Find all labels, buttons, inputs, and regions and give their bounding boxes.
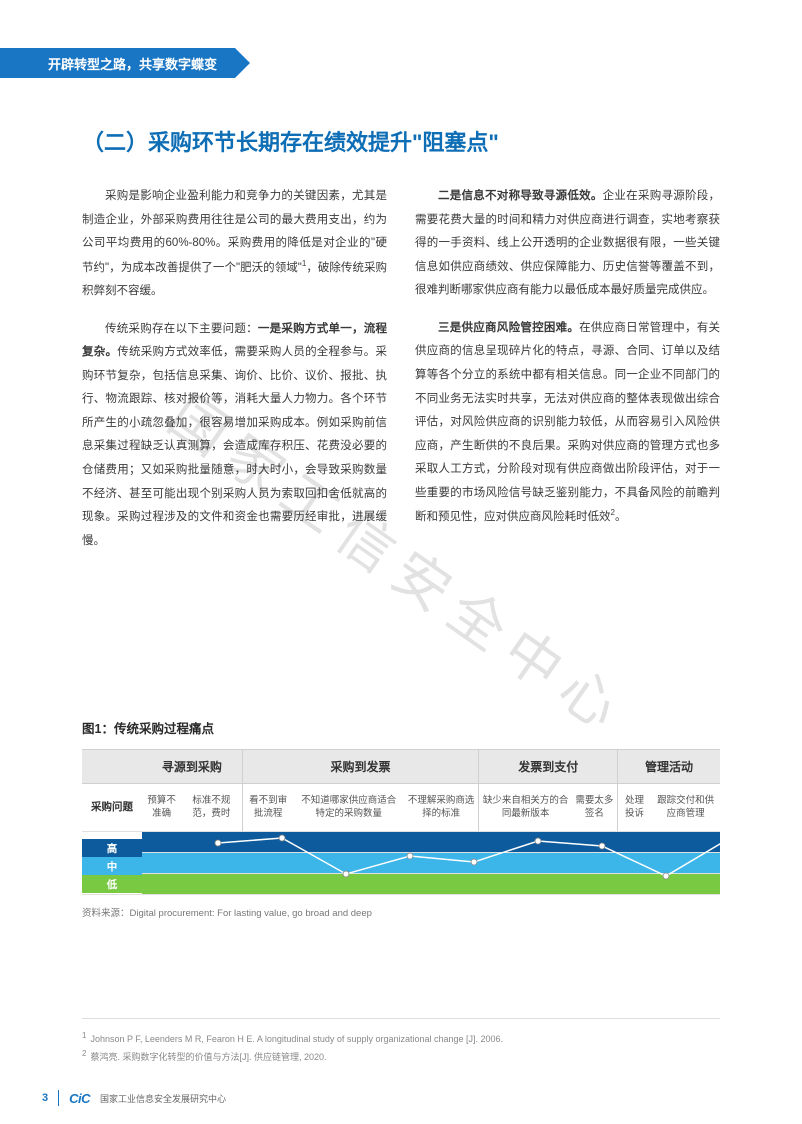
- problem-5: 缺少来自相关方的合同最新版本: [479, 784, 572, 832]
- left-p2: 传统采购存在以下主要问题：一是采购方式单一，流程复杂。传统采购方式效率低，需要采…: [82, 318, 387, 554]
- right-p2-a: 在供应商日常管理中，有关供应商的信息呈现碎片化的特点，寻源、合同、订单以及结算等…: [415, 322, 720, 523]
- level-high: 高: [82, 839, 142, 857]
- footer-divider: [58, 1090, 59, 1106]
- footnote-1: 1 Johnson P F, Leenders M R, Fearon H E. …: [82, 1029, 720, 1047]
- right-p2: 三是供应商风险管控困难。在供应商日常管理中，有关供应商的信息呈现碎片化的特点，寻…: [415, 317, 720, 530]
- problem-0: 预算不准确: [142, 784, 181, 832]
- bar-high: [142, 832, 720, 853]
- problem-2: 看不到审批流程: [242, 784, 294, 832]
- group-4: 管理活动: [617, 750, 720, 784]
- problem-7: 处理投诉: [617, 784, 651, 832]
- fn2-text: 蔡鸿亮. 采购数字化转型的价值与方法[J]. 供应链管理, 2020.: [90, 1052, 326, 1062]
- left-p2-b: 传统采购方式效率低，需要采购人员的全程参与。采购环节复杂，包括信息采集、询价、比…: [82, 346, 387, 547]
- right-p1: 二是信息不对称导致寻源低效。企业在采购寻源阶段，需要花费大量的时间和精力对供应商…: [415, 185, 720, 303]
- bar-low-row: [142, 873, 720, 894]
- density-bars-table: [142, 832, 720, 895]
- page-footer: 3 CiC 国家工业信息安全发展研究中心: [42, 1090, 226, 1106]
- chart-title: 图1：传统采购过程痛点: [82, 718, 720, 737]
- right-column: 二是信息不对称导致寻源低效。企业在采购寻源阶段，需要花费大量的时间和精力对供应商…: [415, 185, 720, 567]
- chart-header-row: 寻源到采购 采购到发票 发票到支付 管理活动: [82, 750, 720, 784]
- header-banner: 开辟转型之路，共享数字蝶变: [0, 48, 235, 78]
- footnote-2: 2 蔡鸿亮. 采购数字化转型的价值与方法[J]. 供应链管理, 2020.: [82, 1047, 720, 1065]
- chart-table: 寻源到采购 采购到发票 发票到支付 管理活动 采购问题 预算不准确 标准不规范，…: [82, 749, 720, 895]
- problem-8: 跟踪交付和供应商管理: [651, 784, 720, 832]
- bar-low: [142, 873, 720, 894]
- density-label-row: 痛点密集度: [82, 831, 720, 895]
- density-cell: [142, 831, 720, 895]
- left-column: 采购是影响企业盈利能力和竞争力的关键因素，尤其是制造企业，外部采购费用往往是公司…: [82, 185, 387, 567]
- right-p2-bold: 三是供应商风险管控困难。: [438, 322, 579, 334]
- problem-label: 采购问题: [82, 784, 142, 832]
- fn1-text: Johnson P F, Leenders M R, Fearon H E. A…: [90, 1034, 503, 1044]
- footer-org: 国家工业信息安全发展研究中心: [100, 1092, 226, 1105]
- footnotes: 1 Johnson P F, Leenders M R, Fearon H E. …: [82, 1018, 720, 1065]
- blank-header: [82, 750, 142, 784]
- right-p1-bold: 二是信息不对称导致寻源低效。: [438, 190, 603, 202]
- left-p2-a: 传统采购存在以下主要问题：: [105, 323, 258, 335]
- left-p1: 采购是影响企业盈利能力和竞争力的关键因素，尤其是制造企业，外部采购费用往往是公司…: [82, 185, 387, 304]
- group-1: 寻源到采购: [142, 750, 242, 784]
- cic-logo: CiC: [69, 1091, 90, 1106]
- group-3: 发票到支付: [479, 750, 617, 784]
- problem-1: 标准不规范，费时: [181, 784, 242, 832]
- level-mid: 中: [82, 857, 142, 875]
- problem-4: 不理解采购商选择的标准: [404, 784, 479, 832]
- source-label: 资料来源：: [82, 908, 130, 919]
- section-title: （二）采购环节长期存在绩效提升"阻塞点": [82, 125, 499, 157]
- density-container: [142, 832, 720, 895]
- fn2-num: 2: [82, 1049, 86, 1058]
- level-low: 低: [82, 875, 142, 893]
- problem-row: 采购问题 预算不准确 标准不规范，费时 看不到审批流程 不知道哪家供应商适合特定…: [82, 784, 720, 832]
- right-p1-body: 企业在采购寻源阶段，需要花费大量的时间和精力对供应商进行调查，实地考察获得的一手…: [415, 190, 720, 296]
- source-text: Digital procurement: For lasting value, …: [130, 908, 372, 919]
- bar-mid: [142, 852, 720, 873]
- bar-mid-row: [142, 852, 720, 873]
- right-p2-b: 。: [615, 511, 627, 523]
- body-columns: 采购是影响企业盈利能力和竞争力的关键因素，尤其是制造企业，外部采购费用往往是公司…: [82, 185, 720, 567]
- density-level-labels: 高 中 低: [82, 839, 142, 893]
- problem-6: 需要太多签名: [572, 784, 618, 832]
- chart-source: 资料来源：Digital procurement: For lasting va…: [82, 905, 720, 919]
- banner-text: 开辟转型之路，共享数字蝶变: [0, 48, 235, 78]
- fn1-num: 1: [82, 1031, 86, 1040]
- page-number: 3: [42, 1092, 48, 1104]
- group-2: 采购到发票: [242, 750, 479, 784]
- problem-3: 不知道哪家供应商适合特定的采购数量: [294, 784, 404, 832]
- chart-section: 图1：传统采购过程痛点 寻源到采购 采购到发票 发票到支付 管理活动 采购问题 …: [82, 718, 720, 919]
- bar-high-row: [142, 832, 720, 853]
